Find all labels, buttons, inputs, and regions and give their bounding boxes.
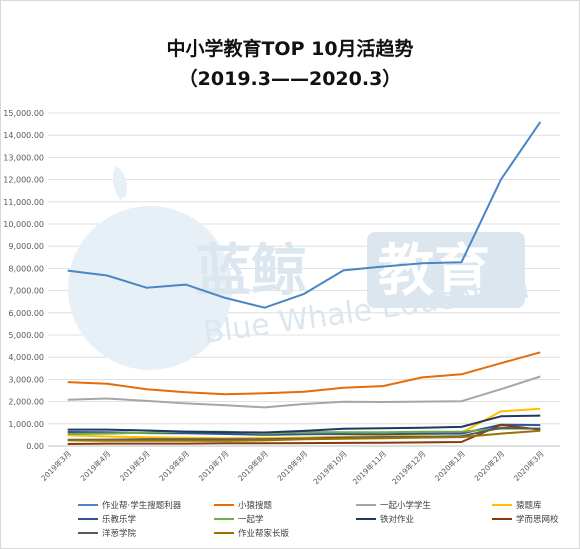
x-tick-label: 2019年3月 [39, 448, 74, 483]
y-tick-label: 3,000.00 [8, 375, 44, 384]
legend-label: 小猿搜题 [238, 500, 273, 511]
x-tick-label: 2019年11月 [350, 448, 388, 486]
watermark-logo-drop [112, 166, 127, 200]
legend-label: 一起小学学生 [380, 500, 432, 511]
x-tick-label: 2019年10月 [311, 448, 349, 486]
x-tick-label: 2019年7月 [196, 448, 231, 483]
series-line [67, 121, 542, 309]
legend-label: 学而思网校 [516, 514, 559, 525]
watermark-box [367, 232, 525, 308]
legend-label: 洋葱学院 [102, 528, 137, 539]
legend-label: 一起学 [238, 514, 264, 525]
y-tick-label: 6,000.00 [8, 309, 44, 318]
series-line [67, 375, 541, 409]
series-lines [67, 121, 542, 445]
y-tick-label: 1,000.00 [8, 420, 44, 429]
y-tick-label: 0.00 [26, 442, 44, 451]
x-tick-label: 2019年12月 [390, 448, 428, 486]
y-axis-ticks: 0.00 1,000.00 2,000.00 3,000.00 4,000.00 5,00… [3, 109, 44, 451]
y-tick-label: 10,000.00 [3, 220, 44, 229]
legend-label: 作业帮家长版 [238, 528, 290, 539]
y-tick-label: 9,000.00 [8, 242, 44, 251]
y-tick-label: 2,000.00 [8, 398, 44, 407]
y-tick-label: 4,000.00 [8, 353, 44, 362]
watermark-cn-boxed: 教育 [378, 239, 490, 304]
series-line [67, 429, 541, 442]
y-tick-label: 13,000.00 [3, 153, 44, 162]
chart-title-block: 中小学教育TOP 10月活趋势 （2019.3——2020.3） [0, 34, 580, 94]
chart-subtitle: （2019.3——2020.3） [178, 68, 402, 90]
watermark: 蓝鲸 教育 Blue Whale Education [68, 166, 532, 370]
y-tick-label: 15,000.00 [3, 109, 44, 118]
chart-title: 中小学教育TOP 10月活趋势 [166, 38, 414, 60]
x-tick-label: 2019年8月 [235, 448, 270, 483]
legend-label: 作业帮·学生搜题利器 [102, 500, 182, 511]
x-tick-label: 2020年2月 [472, 448, 507, 483]
y-tick-label: 5,000.00 [8, 331, 44, 340]
y-tick-label: 12,000.00 [3, 176, 44, 185]
series-line [67, 351, 541, 396]
series-line [67, 427, 541, 435]
x-axis-ticks: 2019年3月 2019年4月 2019年5月 2019年6月 2019年7月 2019年… [39, 448, 546, 486]
legend-label: 猿题库 [516, 500, 542, 511]
y-tick-label: 8,000.00 [8, 264, 44, 273]
y-tick-label: 7,000.00 [8, 287, 44, 296]
x-tick-label: 2019年6月 [157, 448, 192, 483]
series-line [67, 423, 541, 445]
x-tick-label: 2019年5月 [117, 448, 152, 483]
legend-label: 铁对作业 [380, 514, 414, 525]
x-tick-label: 2019年4月 [78, 448, 113, 483]
x-tick-label: 2019年9月 [275, 448, 310, 483]
series-line [67, 414, 541, 434]
y-tick-label: 11,000.00 [3, 198, 44, 207]
y-tick-label: 14,000.00 [3, 131, 44, 140]
legend-label: 乐教乐学 [102, 514, 137, 525]
x-tick-label: 2020年3月 [511, 448, 546, 483]
x-tick-label: 2020年1月 [432, 448, 467, 483]
